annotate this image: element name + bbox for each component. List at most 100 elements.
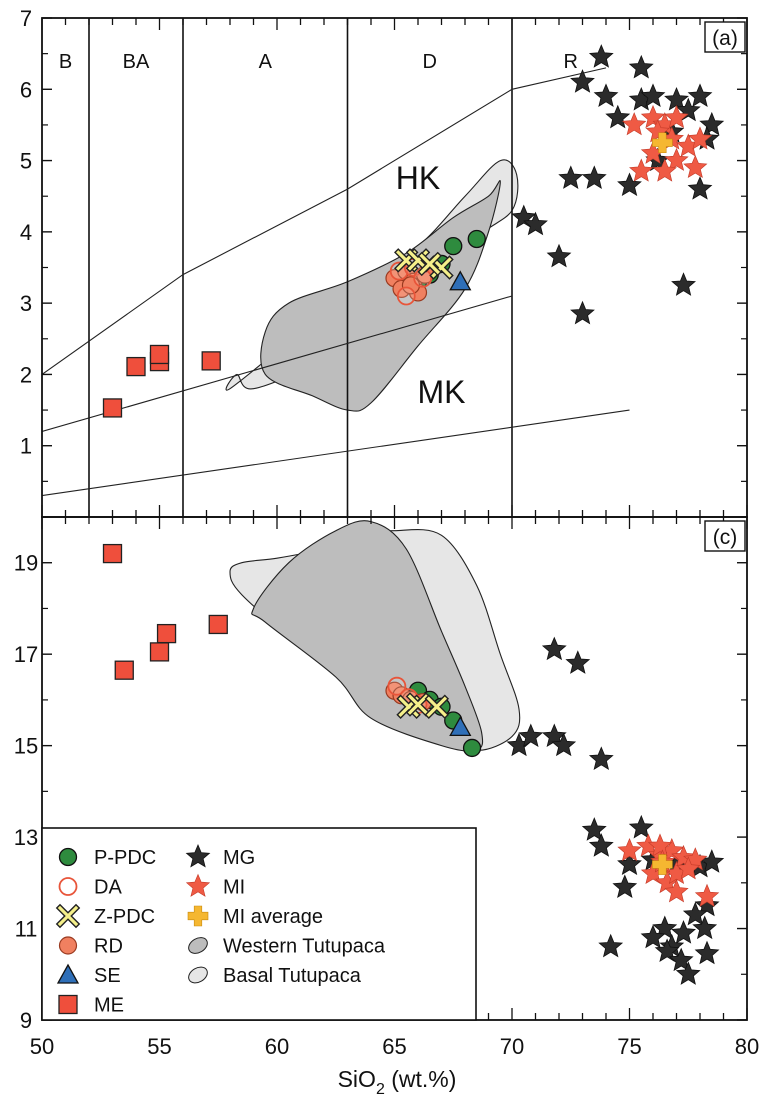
x-axis-label-main: SiO (338, 1066, 376, 1092)
point-me (126, 356, 146, 377)
y-tick-label: 1 (20, 434, 32, 459)
field-label: BA (123, 51, 150, 73)
point-mg (541, 636, 567, 661)
boundary-line (42, 67, 607, 375)
point-mi (664, 879, 689, 903)
point-mi (647, 833, 673, 857)
point-da (396, 286, 416, 306)
point-mg (558, 165, 584, 189)
legend-label: ME (94, 995, 124, 1017)
plot-area (102, 520, 725, 985)
y-tick-label: 4 (20, 220, 32, 245)
point-mi (676, 856, 701, 880)
point-se (449, 716, 472, 736)
point-me (156, 623, 177, 644)
legend-marker-p-pdc (58, 847, 78, 867)
panel-label-box (704, 520, 746, 552)
legend: P-PDC DA Z-PDC RD SE ME MG MI MI average Western … (41, 827, 477, 1021)
point-mg (588, 833, 614, 857)
point-mg (523, 211, 548, 236)
y-tick-label: 13 (14, 825, 38, 850)
legend-label: MG (223, 847, 255, 869)
point-mi (683, 154, 708, 179)
point-mg (617, 172, 642, 197)
y-tick-label: 2 (20, 362, 32, 387)
x-tick-label: 70 (500, 1034, 524, 1059)
point-mg (581, 817, 607, 841)
panel-a: B BA A D R HK MK 1 2 3 4 5 6 7 (a) (20, 6, 748, 518)
y-tick-label: 11 (15, 917, 38, 942)
plot-area (42, 18, 725, 517)
region-western-tutupaca (260, 180, 501, 412)
legend-marker-me (58, 994, 78, 1015)
point-se (449, 270, 472, 291)
legend-label: DA (94, 877, 122, 899)
point-mg (671, 272, 696, 296)
field-label: A (259, 51, 273, 73)
y-tick-label: 15 (14, 734, 38, 759)
panel-label-box (704, 21, 746, 53)
point-mg (546, 243, 572, 268)
legend-marker-mi-average (187, 905, 209, 927)
point-mg (671, 920, 696, 944)
point-mg (654, 938, 680, 962)
legend-marker-rd (58, 936, 78, 955)
x-tick-label: 75 (617, 1034, 641, 1059)
panel-label: (c) (713, 526, 738, 549)
point-mg (692, 915, 718, 940)
y-tick-label: 5 (20, 149, 32, 174)
point-mg (551, 732, 577, 757)
boundary-line (42, 409, 630, 497)
point-mi-average (652, 854, 673, 875)
point-da (387, 676, 407, 696)
legend-marker-se (56, 963, 80, 984)
x-tick-label: 60 (265, 1034, 289, 1059)
point-mg (588, 746, 614, 770)
point-mg (687, 83, 713, 107)
y-tick-label: 3 (20, 291, 32, 316)
point-mg (699, 111, 725, 136)
point-me (149, 642, 170, 662)
legend-marker-z-pdc-inner (57, 905, 79, 927)
legend-marker-basal-tutupaca (188, 966, 208, 984)
field-label: R (564, 51, 578, 73)
x-tick-label: 80 (735, 1034, 759, 1059)
point-mg (593, 83, 619, 107)
point-mg (675, 961, 701, 985)
legend-label: Z-PDC (94, 906, 155, 928)
x-axis-label-tail: (wt.%) (385, 1066, 457, 1092)
point-mg (628, 814, 654, 839)
point-mg (640, 924, 666, 949)
point-mi (687, 126, 713, 150)
point-mg (682, 901, 708, 926)
point-mg (581, 165, 607, 189)
point-mi (622, 112, 647, 136)
legend-marker-da (58, 877, 78, 896)
point-p-pdc (462, 738, 482, 758)
point-p-pdc (444, 236, 463, 256)
point-z-pdc-inner (426, 696, 448, 718)
x-tick-label: 50 (30, 1034, 54, 1059)
point-mg (617, 851, 642, 876)
point-mi (629, 158, 654, 182)
point-mi (617, 838, 642, 862)
point-mg (518, 723, 544, 748)
series-label: HK (396, 160, 440, 196)
legend-label: Basal Tutupaca (223, 965, 362, 987)
point-me (114, 660, 134, 680)
point-mi (664, 105, 689, 129)
legend-label: Western Tutupaca (223, 936, 386, 958)
y-tick-label: 17 (14, 642, 38, 667)
point-mg (570, 300, 595, 325)
point-mg (628, 54, 654, 79)
legend-label: MI (223, 877, 245, 899)
point-mg (612, 874, 638, 898)
legend-label: MI average (223, 906, 323, 928)
point-me (208, 614, 228, 635)
legend-marker-western-tutupaca (188, 937, 208, 954)
y-tick-label: 19 (14, 551, 38, 576)
y-tick-label: 9 (20, 1008, 32, 1033)
point-z-pdc-inner (407, 694, 429, 715)
